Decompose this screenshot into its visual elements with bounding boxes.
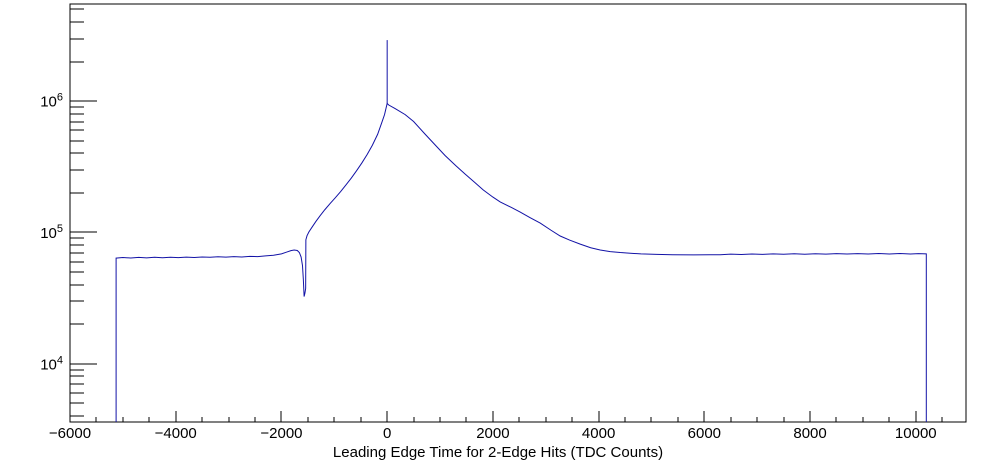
frame-border [69, 3, 967, 423]
x-tick-label: 10000 [895, 425, 937, 442]
x-tick-label: 0 [383, 425, 391, 442]
x-tick-label: 4000 [582, 425, 615, 442]
x-tick-label: 2000 [476, 425, 509, 442]
x-tick-label: −2000 [260, 425, 302, 442]
x-tick-label: 8000 [793, 425, 826, 442]
axis-ticks [69, 8, 943, 422]
x-tick-label: 6000 [688, 425, 721, 442]
y-tick-label: 104 [40, 354, 63, 373]
axis-tick-labels: −6000 −4000 −2000 0 2000 4000 6000 8000 10000 104… [40, 92, 936, 442]
x-axis-title: Leading Edge Time for 2-Edge Hits (TDC C… [333, 444, 663, 461]
y-tick-label: 105 [40, 223, 63, 242]
histogram-line [115, 40, 927, 422]
x-tick-label: −4000 [155, 425, 197, 442]
plot-frame [69, 3, 967, 423]
histogram-outline [115, 102, 927, 422]
y-tick-label: 106 [40, 92, 63, 111]
x-tick-label: −6000 [49, 425, 91, 442]
